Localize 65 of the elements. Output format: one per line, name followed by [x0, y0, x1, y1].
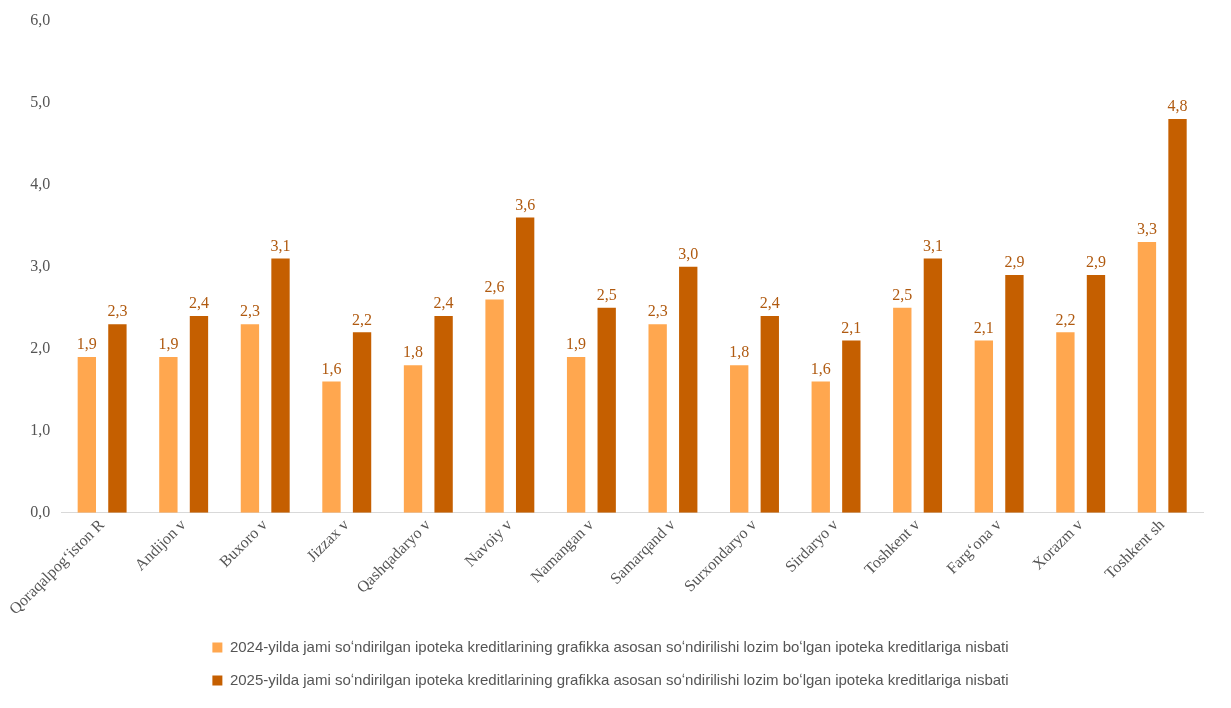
bar [1137, 242, 1157, 513]
bar [811, 381, 830, 513]
bar [322, 381, 341, 513]
data-label: 2,5 [596, 285, 617, 303]
data-label: 1,9 [566, 335, 587, 353]
data-label: 2,2 [352, 310, 373, 328]
bar [1168, 119, 1187, 513]
bar [923, 258, 943, 513]
bar [159, 356, 178, 513]
bar [974, 340, 994, 513]
bar [515, 217, 535, 513]
y-tick-label: 5,0 [30, 92, 51, 110]
y-tick-label: 3,0 [30, 256, 51, 274]
bar [1005, 274, 1024, 513]
data-label: 2,9 [1085, 253, 1106, 271]
data-label: 1,9 [76, 335, 97, 353]
data-label: 2,3 [107, 302, 128, 320]
data-label: 2,3 [239, 302, 260, 320]
bar [842, 340, 861, 513]
data-label: 2,9 [1004, 253, 1025, 271]
data-label: 1,9 [158, 335, 179, 353]
bar [730, 365, 749, 513]
data-label: 3,6 [515, 195, 536, 213]
y-tick-label: 6,0 [30, 10, 51, 28]
data-label: 1,8 [403, 343, 424, 361]
bar [1086, 274, 1106, 513]
bar [648, 324, 667, 513]
data-label: 2,1 [973, 318, 994, 336]
data-label: 2,4 [759, 294, 780, 312]
data-label: 3,1 [270, 236, 291, 254]
bar [240, 324, 260, 513]
y-tick-label: 1,0 [30, 421, 51, 439]
bar [893, 307, 912, 513]
data-label: 2,6 [484, 277, 505, 295]
y-tick-label: 0,0 [30, 503, 51, 521]
data-label: 3,3 [1136, 220, 1157, 238]
y-tick-label: 4,0 [30, 174, 51, 192]
bar [352, 332, 372, 513]
data-label: 1,6 [810, 359, 831, 377]
bar [566, 356, 586, 513]
data-label: 2,4 [433, 294, 454, 312]
bar [1056, 332, 1075, 513]
data-label: 2,4 [188, 294, 209, 312]
bar [679, 266, 698, 513]
bar [434, 315, 453, 513]
bar [485, 299, 504, 513]
legend-label: 2025-yilda jami soʻndirilgan ipoteka kreditlarining grafikka asosan soʻndirilishi lozim boʻlgan ipoteka kreditlariga nisbati [229, 670, 1009, 688]
bar [77, 356, 97, 513]
data-label: 1,6 [321, 359, 342, 377]
data-label: 4,8 [1167, 97, 1188, 115]
data-label: 2,2 [1055, 310, 1076, 328]
bar [760, 315, 779, 513]
bar [189, 315, 209, 513]
legend-label: 2024-yilda jami soʻndirilgan ipoteka kreditlarining grafikka asosan soʻndirilishi lozim boʻlgan ipoteka kreditlariga nisbati [229, 637, 1009, 655]
bar [403, 365, 423, 513]
bar [271, 258, 290, 513]
bar [108, 324, 127, 513]
data-label: 2,5 [892, 285, 913, 303]
bar [597, 307, 616, 513]
data-label: 2,3 [647, 302, 668, 320]
data-label: 1,8 [729, 343, 750, 361]
y-tick-label: 2,0 [30, 338, 51, 356]
data-label: 3,1 [922, 236, 943, 254]
data-label: 3,0 [678, 244, 699, 262]
data-label: 2,1 [841, 318, 862, 336]
